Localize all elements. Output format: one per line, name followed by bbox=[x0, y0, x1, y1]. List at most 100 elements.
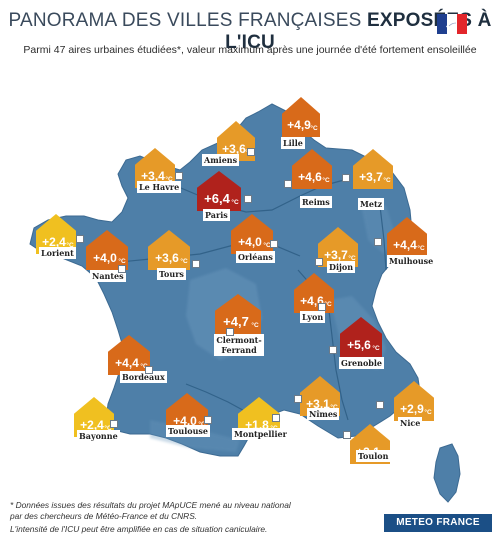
city-label: Grenoble bbox=[339, 357, 385, 369]
unit-label: °C bbox=[118, 257, 126, 265]
city-label: Toulon bbox=[356, 450, 391, 462]
city-label: Montpellier bbox=[232, 428, 289, 440]
city-location-square bbox=[226, 328, 234, 336]
city-marker-grenoble: +5,6 °C bbox=[340, 317, 382, 357]
city-marker-mulhouse: +4,4 °C bbox=[387, 217, 427, 257]
city-marker-tours: +3,6 °C bbox=[148, 230, 190, 270]
city-value: +4,4 bbox=[393, 238, 417, 252]
city-label: Clermont-Ferrand bbox=[214, 334, 264, 356]
city-value: +2,4 bbox=[80, 418, 104, 432]
city-value: +3,7 bbox=[359, 170, 383, 184]
unit-label: °C bbox=[424, 408, 432, 416]
city-label: Nantes bbox=[90, 270, 126, 282]
city-value: +6,4 bbox=[204, 191, 230, 206]
page-subtitle: Parmi 47 aires urbaines étudiées*, valeu… bbox=[23, 44, 477, 56]
house-icon bbox=[148, 230, 190, 270]
city-value: +4,0 bbox=[173, 414, 197, 428]
city-marker-orl-ans: +4,0 °C bbox=[231, 214, 273, 254]
unit-label: °C bbox=[310, 124, 318, 132]
city-value: +3,4 bbox=[141, 169, 165, 183]
city-markers: +4,9°C+3,6°C+3,4°C+6,4°C+4,6°C+3,7°C+2,4… bbox=[36, 97, 434, 464]
city-location-square bbox=[315, 258, 323, 266]
house-icon bbox=[300, 376, 340, 416]
unit-label: °C bbox=[198, 420, 206, 428]
city-label: Lorient bbox=[39, 247, 76, 259]
city-value: +3,1 bbox=[306, 397, 330, 411]
house-icon bbox=[166, 393, 208, 433]
city-value: +2,9 bbox=[400, 402, 424, 416]
city-value: +4,0 bbox=[93, 251, 117, 265]
city-marker-clermont-ferrand: +4,7 °C bbox=[215, 294, 261, 334]
republique-francaise-logo bbox=[437, 14, 467, 34]
city-location-square bbox=[204, 416, 212, 424]
city-marker-metz: +3,7 °C bbox=[353, 149, 393, 189]
city-location-square bbox=[175, 172, 183, 180]
footnote-line-2: par des chercheurs de Météo-France et du… bbox=[10, 511, 198, 521]
corsica bbox=[433, 443, 461, 503]
unit-label: °C bbox=[66, 241, 74, 249]
city-value: +4,9 bbox=[287, 118, 311, 132]
unit-label: °C bbox=[231, 198, 239, 206]
unit-label: °C bbox=[263, 241, 271, 249]
city-location-square bbox=[343, 431, 351, 439]
unit-label: °C bbox=[322, 176, 330, 184]
city-label: Metz bbox=[358, 198, 385, 210]
house-icon bbox=[292, 149, 332, 189]
city-marker-lorient: +2,4 °C bbox=[36, 214, 76, 254]
city-location-square bbox=[247, 148, 255, 156]
city-location-square bbox=[318, 303, 326, 311]
city-location-square bbox=[374, 238, 382, 246]
unit-label: °C bbox=[324, 300, 332, 308]
house-icon bbox=[340, 317, 382, 357]
city-marker-nantes: +4,0 °C bbox=[86, 230, 128, 270]
unit-label: °C bbox=[140, 362, 148, 370]
meteo-france-logo: METEO FRANCE bbox=[384, 514, 492, 532]
unit-label: °C bbox=[180, 257, 188, 265]
footnote-line-3: L'intensité de l'ICU peut être amplifiée… bbox=[10, 524, 268, 534]
city-label: Bayonne bbox=[77, 430, 120, 442]
house-icon bbox=[318, 227, 358, 267]
footnote-line-1: * Données issues des résultats du projet… bbox=[10, 500, 291, 510]
city-value: +3,6 bbox=[155, 251, 179, 265]
city-value: +3,7 bbox=[324, 248, 348, 262]
house-icon bbox=[215, 294, 261, 334]
city-location-square bbox=[192, 260, 200, 268]
unit-label: °C bbox=[372, 344, 380, 352]
house-icon bbox=[231, 214, 273, 254]
city-marker-reims: +4,6 °C bbox=[292, 149, 332, 189]
city-marker-bayonne: +2,4 °C bbox=[74, 397, 114, 437]
city-label: Lille bbox=[281, 137, 305, 149]
unit-label: °C bbox=[348, 254, 356, 262]
city-marker-toulouse: +4,0°C bbox=[166, 393, 208, 433]
city-label: Amiens bbox=[202, 154, 240, 166]
house-icon bbox=[135, 148, 175, 188]
city-label: Reims bbox=[300, 196, 332, 208]
city-marker-dijon: +3,7 °C bbox=[318, 227, 358, 267]
city-value: +3,6 bbox=[222, 142, 246, 156]
city-marker-lille: +4,9 °C bbox=[282, 97, 320, 137]
city-label: Tours bbox=[157, 268, 186, 280]
city-label: Bordeaux bbox=[120, 371, 167, 383]
city-marker-paris: +6,4 °C bbox=[197, 171, 241, 211]
city-label: Toulouse bbox=[166, 425, 210, 437]
city-label: Mulhouse bbox=[387, 255, 436, 267]
city-label: Lyon bbox=[300, 311, 326, 323]
unit-label: °C bbox=[251, 321, 259, 329]
city-location-square bbox=[376, 401, 384, 409]
unit-label: °C bbox=[383, 176, 391, 184]
house-icon bbox=[353, 149, 393, 189]
house-icon bbox=[238, 397, 280, 437]
house-icon bbox=[74, 397, 114, 437]
house-icon bbox=[86, 230, 128, 270]
unit-label: °C bbox=[165, 175, 173, 183]
city-label: Orléans bbox=[236, 251, 275, 263]
city-value: +2,4 bbox=[42, 235, 66, 249]
city-location-square bbox=[342, 174, 350, 182]
house-icon bbox=[108, 335, 150, 375]
house-icon bbox=[197, 171, 241, 211]
house-icon bbox=[394, 381, 434, 421]
footnote: * Données issues des résultats du projet… bbox=[10, 500, 390, 535]
unit-label: °C bbox=[417, 244, 425, 252]
house-icon bbox=[36, 214, 76, 254]
